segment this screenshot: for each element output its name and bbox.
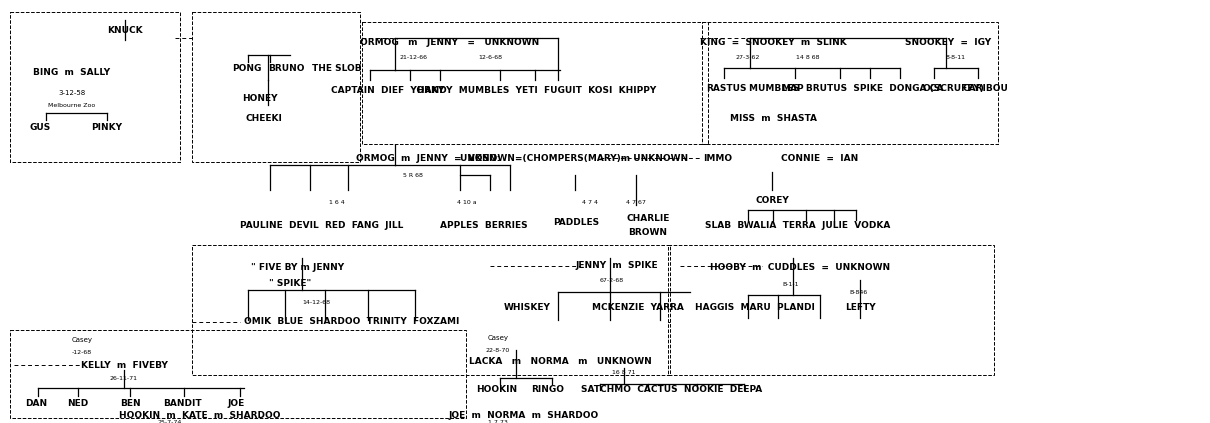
Text: KELLY  m  FIVEBY: KELLY m FIVEBY xyxy=(81,360,167,370)
Text: 8-8-11: 8-8-11 xyxy=(946,55,966,60)
Text: 26-11-71: 26-11-71 xyxy=(110,376,138,381)
Text: ORMOG  m  JENNY  =  VOSN:: ORMOG m JENNY = VOSN: xyxy=(356,154,500,162)
Text: PINKY: PINKY xyxy=(92,123,122,132)
Text: 16 8 71: 16 8 71 xyxy=(612,370,635,374)
Bar xyxy=(702,22,998,144)
Text: 1 7 73: 1 7 73 xyxy=(488,420,508,423)
Text: MISS  m  SHASTA: MISS m SHASTA xyxy=(731,113,818,123)
Text: HOOBY  m  CUDDLES  =  UNKNOWN: HOOBY m CUDDLES = UNKNOWN xyxy=(710,264,891,272)
Text: BRUNO: BRUNO xyxy=(267,63,304,72)
Text: WHISKEY: WHISKEY xyxy=(503,303,551,313)
Text: Casey: Casey xyxy=(488,335,508,341)
Text: " SPIKE": " SPIKE" xyxy=(269,278,311,288)
Text: HAGGIS  MARU  PLANDI: HAGGIS MARU PLANDI xyxy=(695,303,816,313)
Text: GUS: GUS xyxy=(29,123,51,132)
Text: MAP: MAP xyxy=(780,83,803,93)
Text: RASTUS: RASTUS xyxy=(705,83,747,93)
Text: NED: NED xyxy=(68,398,88,407)
Text: 3-12-58: 3-12-58 xyxy=(58,90,86,96)
Text: HOOKIN: HOOKIN xyxy=(477,385,518,395)
Text: LACKA   m   NORMA   m   UNKNOWN: LACKA m NORMA m UNKNOWN xyxy=(468,357,651,366)
Text: 22-8-70: 22-8-70 xyxy=(486,348,511,352)
Text: 12-6-68: 12-6-68 xyxy=(478,55,502,60)
Text: PONG: PONG xyxy=(232,63,261,72)
Text: HANDY  MUMBLES  YETI  FUGUIT  KOSI  KHIPPY: HANDY MUMBLES YETI FUGUIT KOSI KHIPPY xyxy=(417,85,657,94)
Text: KNUCK: KNUCK xyxy=(108,25,143,35)
Text: 14-12-68: 14-12-68 xyxy=(302,300,330,305)
Text: BROWN: BROWN xyxy=(628,228,668,236)
Text: UNKNOWN=(CHOMPERS(MARY)m UNKNOWN: UNKNOWN=(CHOMPERS(MARY)m UNKNOWN xyxy=(460,154,688,162)
Text: Melbourne Zoo: Melbourne Zoo xyxy=(48,102,96,107)
Text: JOE: JOE xyxy=(227,398,244,407)
Text: ORMOG   m   JENNY   =   UNKNOWN: ORMOG m JENNY = UNKNOWN xyxy=(361,38,540,47)
Text: HOOKIN  m  KATE  m  SHARDOO: HOOKIN m KATE m SHARDOO xyxy=(120,410,281,420)
Text: CONNIE  =  IAN: CONNIE = IAN xyxy=(782,154,859,162)
Text: 4 10 a: 4 10 a xyxy=(457,200,477,204)
Text: PAULINE  DEVIL  RED  FANG  JILL: PAULINE DEVIL RED FANG JILL xyxy=(241,220,404,230)
Text: B-1-1: B-1-1 xyxy=(783,283,800,288)
Text: 14 8 68: 14 8 68 xyxy=(796,55,819,60)
Text: LEFTY: LEFTY xyxy=(845,303,875,313)
Text: " FIVE BY m JENNY: " FIVE BY m JENNY xyxy=(252,264,345,272)
Text: MUMBLES  BRUTUS  SPIKE  DONGA (SCRUFFY): MUMBLES BRUTUS SPIKE DONGA (SCRUFFY) xyxy=(749,83,984,93)
Text: DAN: DAN xyxy=(25,398,47,407)
Text: B-846: B-846 xyxy=(849,291,868,296)
Text: BING  m  SALLY: BING m SALLY xyxy=(34,68,110,77)
Bar xyxy=(192,245,670,375)
Bar xyxy=(192,12,361,162)
Text: HONEY: HONEY xyxy=(242,93,278,102)
Text: JENNY  m  SPIKE: JENNY m SPIKE xyxy=(576,261,658,270)
Text: OCA: OCA xyxy=(922,83,944,93)
Text: MCKENZIE  YARRA: MCKENZIE YARRA xyxy=(592,303,684,313)
Text: 4 7 67: 4 7 67 xyxy=(626,200,646,204)
Bar xyxy=(668,245,993,375)
Text: SLAB  BWALIA  TERRA  JULIE  VODKA: SLAB BWALIA TERRA JULIE VODKA xyxy=(705,220,891,230)
Text: 67-2-68: 67-2-68 xyxy=(600,278,624,283)
Text: 4 7 4: 4 7 4 xyxy=(582,200,598,204)
Bar xyxy=(10,12,180,162)
Text: IMMO: IMMO xyxy=(703,154,732,162)
Text: CHEEKI: CHEEKI xyxy=(246,113,282,123)
Text: KING  =  SNOOKEY  m  SLINK: KING = SNOOKEY m SLINK xyxy=(699,38,846,47)
Text: BANDIT: BANDIT xyxy=(162,398,201,407)
Text: PADDLES: PADDLES xyxy=(553,217,599,226)
Text: COREY: COREY xyxy=(755,195,789,204)
Text: SNOOKEY  =  IGY: SNOOKEY = IGY xyxy=(905,38,991,47)
Text: 21-12-66: 21-12-66 xyxy=(399,55,427,60)
Text: 5 R 68: 5 R 68 xyxy=(403,173,423,178)
Text: -12-68: -12-68 xyxy=(71,349,92,354)
Text: RINGO: RINGO xyxy=(531,385,565,395)
Text: 25-7-74: 25-7-74 xyxy=(157,420,183,423)
Text: SATCHMO  CACTUS  NOOKIE  DEEPA: SATCHMO CACTUS NOOKIE DEEPA xyxy=(581,385,762,395)
Text: CAPTAIN  DIEF  YORKY: CAPTAIN DIEF YORKY xyxy=(332,85,445,94)
Text: 1 6 4: 1 6 4 xyxy=(329,200,345,204)
Text: APPLES  BERRIES: APPLES BERRIES xyxy=(440,220,528,230)
Text: CARIBOU: CARIBOU xyxy=(962,83,1008,93)
Text: THE SLOB: THE SLOB xyxy=(312,63,362,72)
Text: BEN: BEN xyxy=(120,398,140,407)
Bar xyxy=(10,330,466,418)
Text: 27-3-62: 27-3-62 xyxy=(736,55,760,60)
Text: Casey: Casey xyxy=(71,337,92,343)
Text: OMIK  BLUE  SHARDOO  TRINITY  FOXZAMI: OMIK BLUE SHARDOO TRINITY FOXZAMI xyxy=(244,318,460,327)
Bar xyxy=(362,22,708,144)
Text: JOE  m  NORMA  m  SHARDOO: JOE m NORMA m SHARDOO xyxy=(449,410,599,420)
Text: CHARLIE: CHARLIE xyxy=(627,214,669,222)
